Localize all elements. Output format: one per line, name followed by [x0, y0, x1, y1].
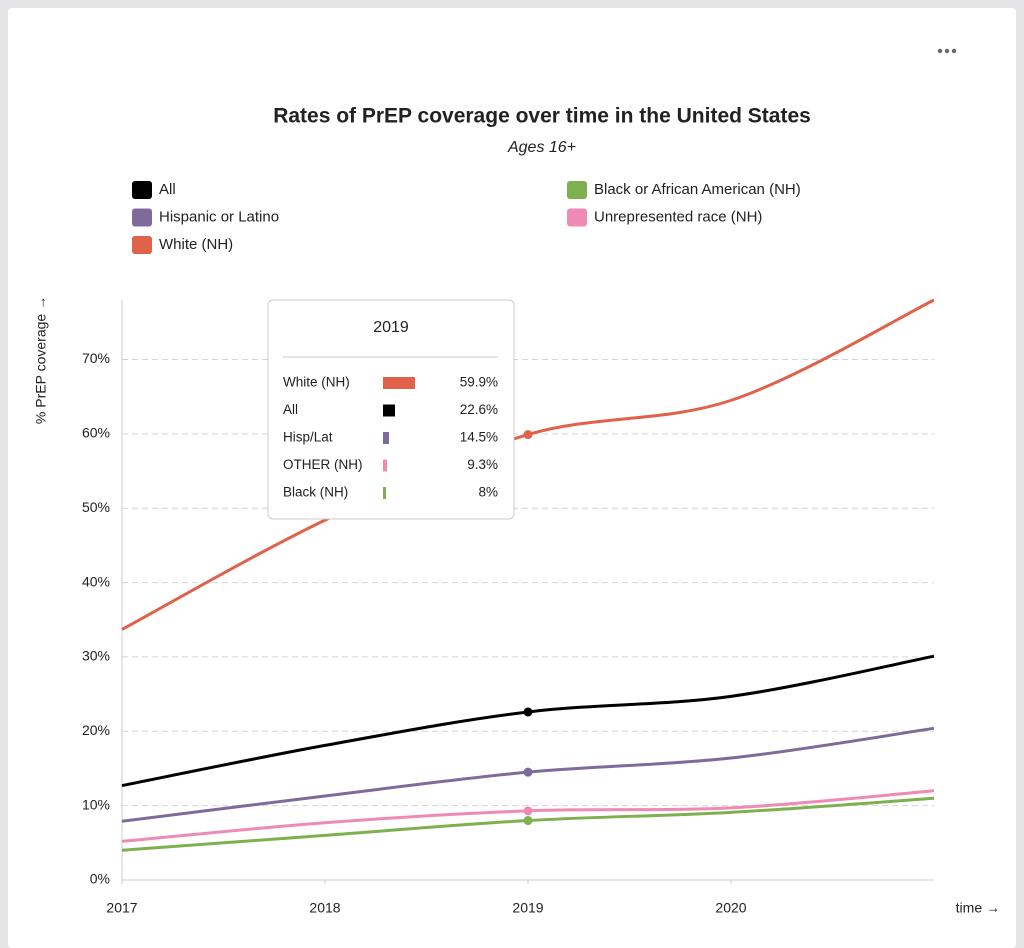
y-tick-label: 0% [90, 871, 110, 887]
tooltip-value: 8% [478, 485, 498, 500]
y-tick-label: 40% [82, 573, 110, 589]
tooltip-swatch [383, 487, 386, 499]
tooltip: 2019 White (NH) 59.9% All 22.6% Hisp/Lat 14.5%… [267, 299, 515, 520]
legend-swatch [567, 208, 587, 227]
tooltip-label: White (NH) [283, 375, 350, 390]
x-axis-label: time → [956, 900, 1000, 916]
legend-swatch [132, 236, 152, 254]
tooltip-swatch [383, 404, 395, 417]
hover-point [523, 707, 533, 717]
legend-swatch [567, 181, 587, 199]
legend-item[interactable]: Hispanic or Latino [132, 208, 279, 227]
menu-button[interactable] [937, 48, 957, 54]
legend-label: All [159, 181, 176, 198]
chart-subtitle: Ages 16+ [507, 139, 576, 156]
legend-swatch [132, 181, 152, 199]
x-tick-label: 2018 [309, 900, 340, 916]
y-tick-label: 50% [82, 499, 110, 515]
x-tick-label: 2019 [512, 900, 543, 916]
legend-label: Unrepresented race (NH) [594, 208, 762, 225]
legend-item[interactable]: Unrepresented race (NH) [567, 208, 762, 227]
tooltip-label: All [283, 402, 298, 417]
y-tick-label: 10% [82, 796, 110, 812]
legend-label: Hispanic or Latino [159, 208, 279, 225]
tooltip-label: OTHER (NH) [283, 457, 363, 472]
series-line [121, 298, 935, 631]
series-line [121, 654, 935, 788]
tooltip-label: Hisp/Lat [283, 430, 333, 445]
tooltip-value: 14.5% [460, 430, 498, 445]
tooltip-value: 22.6% [460, 402, 498, 417]
hover-point [523, 816, 533, 826]
y-tick-label: 30% [82, 648, 110, 664]
legend-item[interactable]: All [132, 181, 176, 199]
legend-swatch [132, 208, 152, 227]
tooltip-label: Black (NH) [283, 485, 348, 500]
y-tick-label: 70% [82, 350, 110, 366]
tooltip-value: 59.9% [460, 375, 498, 390]
tooltip-swatch [383, 377, 415, 389]
x-tick-label: 2017 [106, 900, 137, 916]
tooltip-value: 9.3% [467, 457, 498, 472]
tooltip-swatch [383, 432, 389, 444]
hover-point [523, 430, 533, 440]
tooltip-title: 2019 [373, 319, 409, 336]
legend-label: White (NH) [159, 236, 233, 253]
y-axis-label: % PrEP coverage → [33, 296, 49, 424]
y-tick-label: 20% [82, 722, 110, 738]
legend-item[interactable]: White (NH) [132, 236, 233, 254]
tooltip-swatch [383, 459, 387, 472]
legend-label: Black or African American (NH) [594, 181, 801, 198]
menu-dot[interactable] [937, 48, 943, 54]
legend-item[interactable]: Black or African American (NH) [567, 181, 801, 199]
hover-point [523, 767, 533, 777]
menu-dot[interactable] [951, 48, 957, 54]
menu-dot[interactable] [944, 48, 950, 54]
x-tick-label: 2020 [715, 900, 746, 916]
y-tick-label: 60% [82, 425, 110, 441]
hover-point [523, 806, 533, 816]
chart-title: Rates of PrEP coverage over time in the … [273, 105, 811, 128]
